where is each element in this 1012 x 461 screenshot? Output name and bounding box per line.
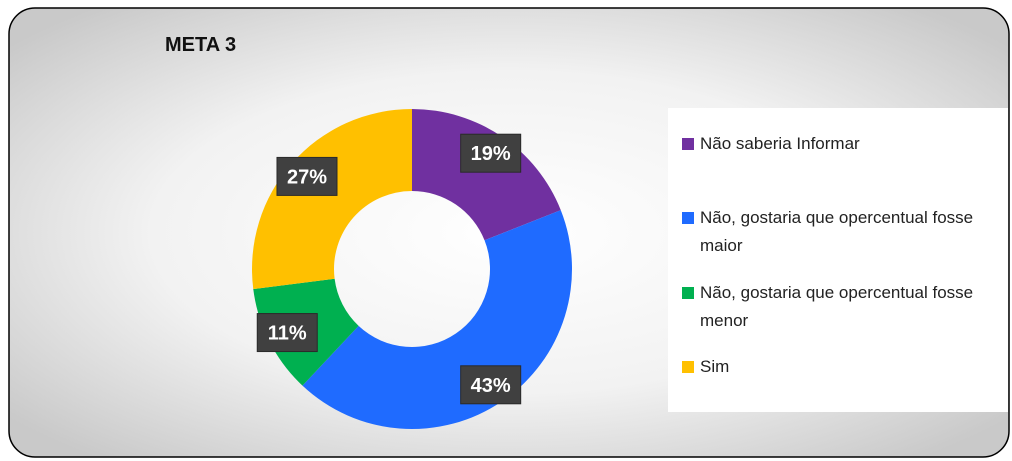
donut-segment (252, 109, 412, 290)
legend-label: Sim (700, 357, 730, 376)
legend-item: Não, gostaria que opercentual fosse maio… (682, 204, 1002, 260)
data-label: 43% (471, 375, 511, 397)
data-label-box (460, 133, 522, 173)
legend-label: Não saberia Informar (700, 134, 860, 153)
data-label-box (460, 365, 522, 405)
donut-segment (412, 109, 561, 241)
data-label-box (256, 313, 318, 353)
legend-swatch (682, 212, 694, 224)
chart-title: META 3 (165, 34, 236, 56)
legend-swatch (682, 138, 694, 150)
legend-label: Não, gostaria que opercentual fosse meno… (700, 283, 974, 330)
data-label: 19% (471, 143, 511, 165)
legend-item: Não, gostaria que opercentual fosse meno… (682, 279, 1002, 335)
legend-item: Sim (682, 353, 1002, 381)
data-label-box (276, 156, 338, 196)
legend: Não saberia Informar Não, gostaria que op… (668, 108, 1008, 412)
legend-swatch (682, 361, 694, 373)
data-label: 27% (287, 166, 327, 188)
data-label: 11% (268, 323, 307, 345)
legend-item: Não saberia Informar (682, 130, 1002, 158)
legend-label: Não, gostaria que opercentual fosse maio… (700, 208, 974, 255)
legend-swatch (682, 287, 694, 299)
